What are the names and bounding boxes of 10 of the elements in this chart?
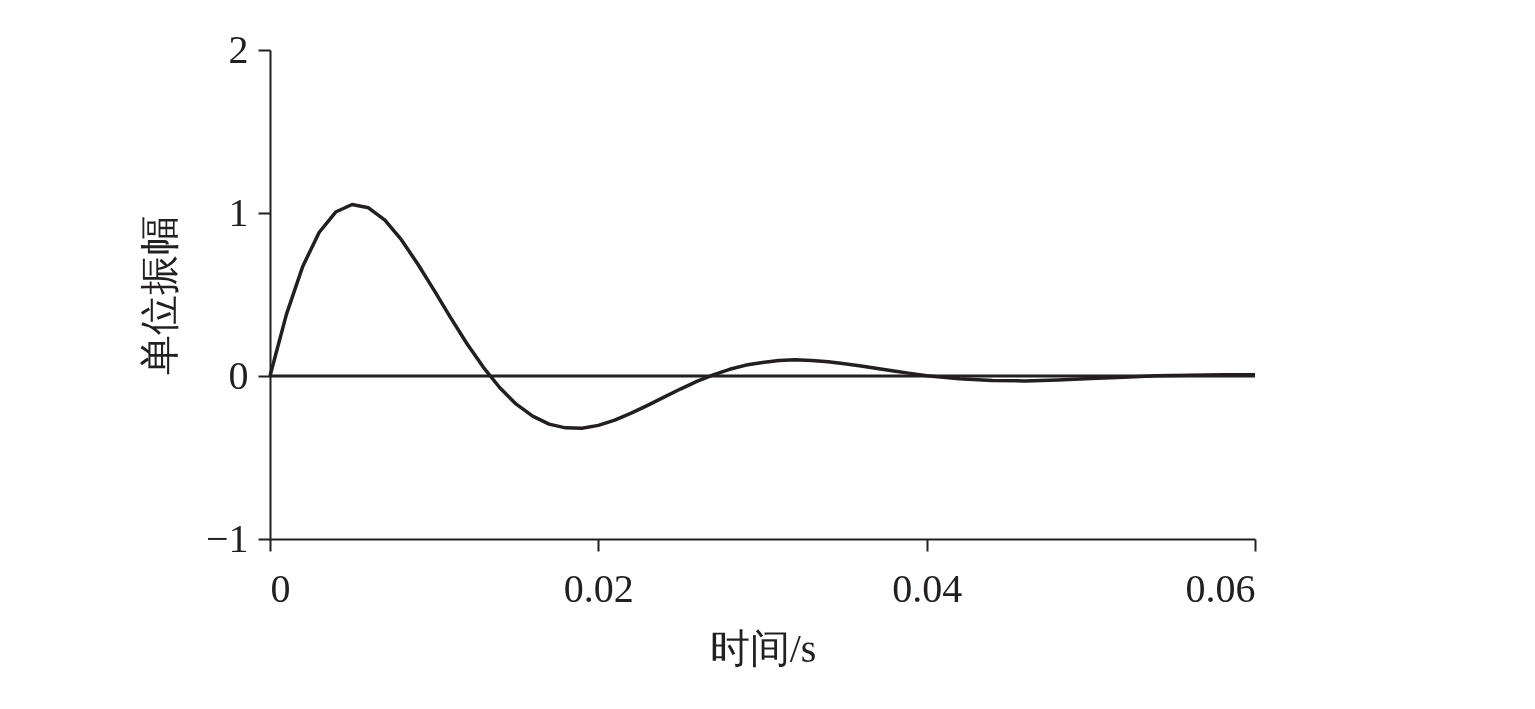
x-axis-title: 时间/s [709,625,817,671]
x-tick-label: 0.02 [563,565,634,611]
y-tick-label: 1 [228,189,249,235]
x-tick-label: 0 [270,565,291,611]
y-tick-label: −1 [205,515,249,561]
x-tick-label: 0.04 [892,565,963,611]
x-tick-label: 0.06 [1185,565,1256,611]
y-tick-label: 2 [228,26,249,72]
y-tick-label: 0 [228,352,249,398]
y-axis-title: 单位振幅 [136,215,182,375]
